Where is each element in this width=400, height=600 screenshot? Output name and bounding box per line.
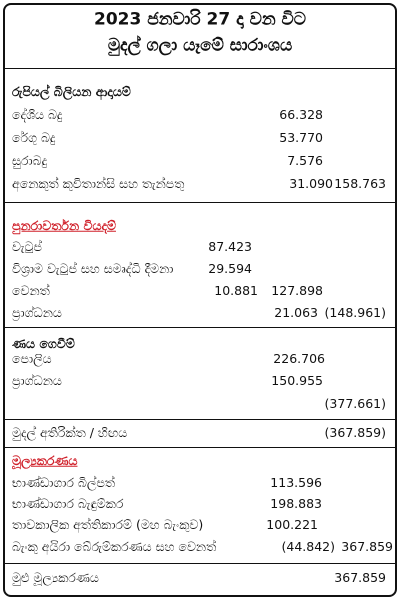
row-value: 31.090 (289, 175, 333, 191)
row-value: 150.955 (271, 372, 323, 388)
row-value: 29.594 (208, 260, 252, 276)
row-total: (148.961) (324, 304, 386, 320)
row-label: මුළු මූල්‍යකරණය (12, 569, 99, 585)
row-value: 100.221 (266, 516, 318, 532)
row-label: භාණ්ඩාගාර බිල්පත් (12, 474, 116, 490)
row-value: 7.576 (287, 152, 323, 168)
section-heading: ණය ගෙවීම් (12, 335, 75, 351)
frame (3, 3, 397, 597)
row-value: 66.328 (279, 106, 323, 122)
row-label: දේශිය බදු (12, 106, 63, 122)
section-heading: පුනරාවර්තන වියදම් (12, 217, 116, 233)
section-heading: රුපියල් බිලියන ආදායම් (12, 83, 131, 99)
row-total: 127.898 (271, 282, 323, 298)
divider (5, 202, 395, 203)
row-label: වෙනත් (12, 282, 50, 298)
row-label: ප්‍රාග්ධනය (12, 304, 62, 320)
row-label: රේගු බදු (12, 129, 56, 145)
divider (5, 419, 395, 420)
title: 2023 ජනවාරි 27 දා වන විට (94, 9, 306, 30)
divider (5, 68, 395, 69)
row-label: ප්‍රාග්ධනය (12, 372, 62, 388)
row-total: (377.661) (324, 395, 386, 411)
row-label: මුදල් අතිරික්ත / හිඟය (12, 424, 128, 440)
row-value: 226.706 (273, 350, 325, 366)
row-value: (44.842) (281, 538, 336, 554)
row-value: 113.596 (270, 474, 322, 490)
row-label: තාවකාලික අත්තිකාරම් (මහ බැංකුව) (12, 516, 204, 532)
row-total: 367.859 (334, 569, 386, 585)
section-heading: මූල්‍යකරණය (12, 452, 78, 468)
row-label: පොලිය (12, 350, 52, 366)
row-value: 10.881 (214, 282, 258, 298)
row-total: 367.859 (341, 538, 393, 554)
row-label: බැංකු අයිරා බේරුම්කරණය සහ වෙනත් (12, 538, 217, 554)
divider (5, 563, 395, 564)
row-value: 21.063 (274, 304, 318, 320)
divider (5, 327, 395, 328)
title: මුදල් ගලා යෑමේ සාරාංශය (107, 35, 293, 56)
divider (5, 447, 395, 448)
row-label: විශ්‍රාම වැටුප් සහ සමෘද්ධි දීමනා (12, 260, 174, 276)
row-label: අනෙකුත් කුවිතාන්සි සහ තැන්පතු (12, 175, 185, 191)
row-label: භාණ්ඩාගාර බැඳුම්කර (12, 495, 124, 511)
row-value: 53.770 (279, 129, 323, 145)
row-label: සුරාබදු (12, 152, 48, 168)
row-value: 198.883 (270, 495, 322, 511)
row-total: 158.763 (334, 175, 386, 191)
row-label: වැටුප් (12, 238, 42, 254)
row-value: 87.423 (208, 238, 252, 254)
row-total: (367.859) (324, 424, 386, 440)
